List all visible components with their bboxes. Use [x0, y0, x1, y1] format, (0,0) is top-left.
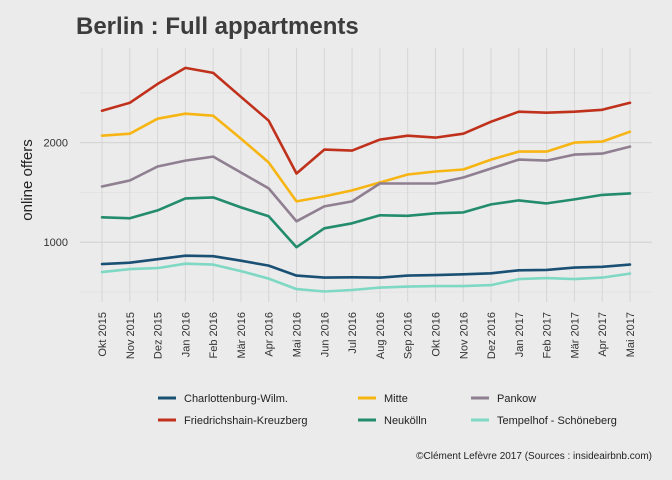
- legend-item: Mitte: [358, 393, 408, 405]
- x-tick-label: Mär 2017: [569, 312, 581, 358]
- x-tick-label: Jun 2016: [319, 312, 331, 357]
- x-tick-label: Feb 2016: [208, 312, 220, 358]
- x-tick-label: Okt 2015: [97, 312, 109, 357]
- x-tick-label: Dez 2015: [153, 312, 165, 359]
- x-tick-label: Feb 2017: [542, 312, 554, 358]
- y-axis-label: online offers: [19, 139, 36, 220]
- x-tick-label: Jan 2017: [514, 312, 526, 357]
- series-line: [100, 254, 632, 279]
- x-tick-label: Mai 2017: [625, 312, 637, 357]
- x-tick-label: Aug 2016: [375, 312, 387, 359]
- legend-item: Charlottenburg-Wilm.: [158, 393, 288, 405]
- legend: Charlottenburg-Wilm. Friedrichshain-Kreuz…: [158, 393, 617, 427]
- x-tick-label: Mär 2016: [236, 312, 248, 358]
- x-tick-label: Dez 2016: [486, 312, 498, 359]
- x-tick-label: Nov 2016: [458, 312, 470, 359]
- y-tick-label: 2000: [44, 138, 68, 150]
- grid-lines: [80, 48, 652, 302]
- x-tick-label: Sep 2016: [403, 312, 415, 359]
- series-line: [100, 112, 632, 203]
- x-tick-label: Jul 2016: [347, 312, 359, 354]
- legend-item: Pankow: [471, 393, 536, 405]
- legend-item: Tempelhof - Schöneberg: [471, 415, 617, 427]
- legend-item: Neukölln: [358, 415, 427, 427]
- y-tick-label: 1000: [44, 237, 68, 249]
- x-tick-label: Apr 2017: [597, 312, 609, 357]
- x-tick-label: Mai 2016: [292, 312, 304, 357]
- legend-label: Pankow: [497, 393, 536, 405]
- x-axis-ticks: Okt 2015 Nov 2015 Dez 2015 Jan 2016 Feb 2016…: [97, 312, 637, 359]
- legend-label: Friedrichshain-Kreuzberg: [184, 415, 308, 427]
- legend-label: Mitte: [384, 393, 408, 405]
- legend-label: Tempelhof - Schöneberg: [497, 415, 617, 427]
- legend-label: Charlottenburg-Wilm.: [184, 393, 288, 405]
- series-line: [100, 66, 632, 175]
- x-tick-label: Apr 2016: [264, 312, 276, 357]
- series-line: [100, 262, 632, 293]
- legend-item: Friedrichshain-Kreuzberg: [158, 415, 308, 427]
- series-line: [100, 192, 632, 249]
- series-line: [100, 145, 632, 223]
- caption: ©Clément Lefèvre 2017 (Sources : insidea…: [416, 451, 652, 462]
- x-tick-label: Jan 2016: [180, 312, 192, 357]
- chart-title: Berlin : Full appartments: [76, 13, 359, 40]
- y-axis-ticks: 1000 2000: [44, 138, 68, 250]
- x-tick-label: Okt 2016: [430, 312, 442, 357]
- plot-panel: [80, 48, 652, 302]
- data-series: [100, 66, 632, 293]
- x-tick-label: Nov 2015: [125, 312, 137, 359]
- legend-label: Neukölln: [384, 415, 427, 427]
